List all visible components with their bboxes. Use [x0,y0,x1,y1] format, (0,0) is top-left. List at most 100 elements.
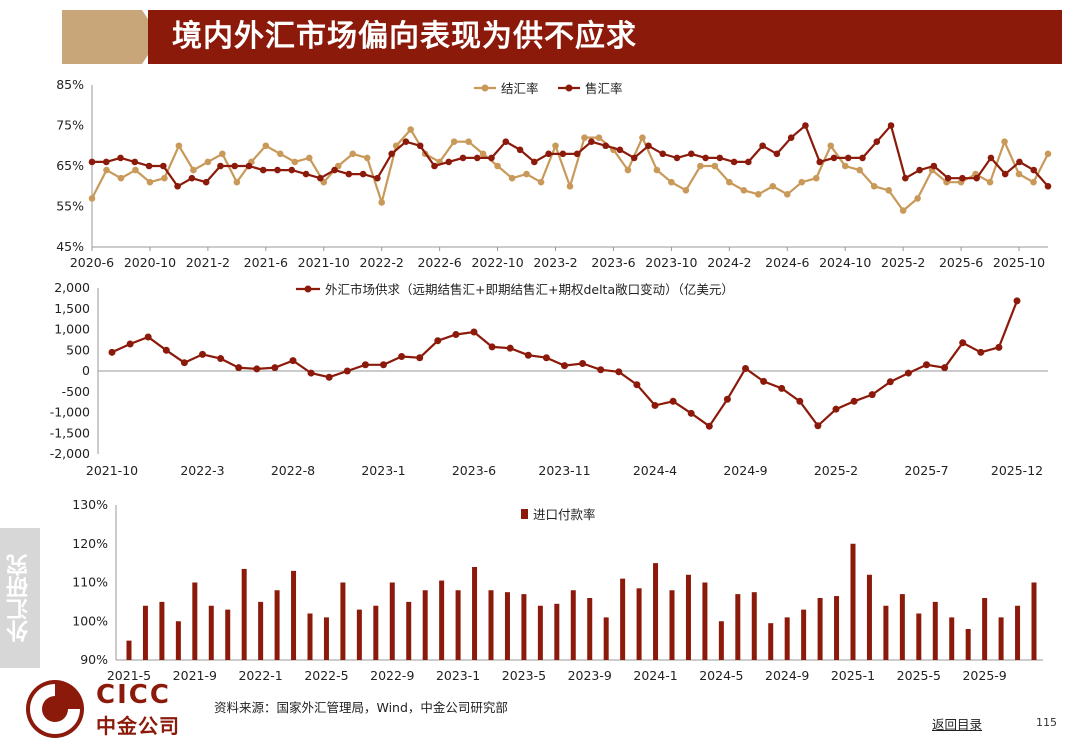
data-point [787,134,795,141]
data-point [616,146,624,154]
bar [192,582,198,660]
legend-label: 售汇率 [585,81,623,96]
bar [323,617,329,660]
data-point [542,354,550,362]
bar [208,605,214,660]
data-point [488,343,496,351]
data-point [941,364,949,372]
bar [834,596,840,660]
data-point [812,174,820,182]
data-point [870,182,878,190]
bar [801,609,807,660]
data-point [659,150,667,158]
data-point [716,154,724,162]
y-tick-label: 1,000 [54,322,90,337]
bar [899,594,905,660]
data-point [160,162,167,170]
data-point [204,158,212,166]
data-point [473,154,481,162]
bar [784,617,790,660]
data-point [445,158,453,166]
data-point [916,166,923,174]
data-point [231,162,238,170]
x-tick-label: 2023-10 [645,255,697,270]
bar [126,640,132,660]
x-tick-label: 2022-6 [417,255,461,270]
x-tick-label: 2024-1 [633,668,677,683]
data-point [162,346,170,354]
x-tick-label: 2023-1 [436,668,480,683]
data-point [180,359,188,367]
data-point [516,146,524,154]
y-tick-label: 2,000 [54,280,90,295]
data-point [827,142,835,150]
data-point [126,340,134,348]
data-point [597,366,605,374]
data-point [378,199,385,206]
data-point [645,142,652,150]
page-title: 境内外汇市场偏向表现为供不应求 [172,19,637,54]
data-point [398,352,406,360]
bar [373,605,379,660]
data-point [174,182,181,190]
data-point [798,178,806,186]
data-point [914,195,921,202]
data-point [1044,150,1052,158]
data-point [291,158,299,166]
data-point [959,339,967,347]
data-point [552,142,559,150]
data-point [274,166,281,174]
source-note: 资料来源：国家外汇管理局，Wind，中金公司研究部 [214,700,508,715]
data-point [653,166,661,174]
x-tick-label: 2020-10 [124,255,176,270]
data-point [465,138,472,145]
data-point [902,174,909,182]
data-point [117,154,124,162]
data-point [745,158,752,166]
data-point [944,174,952,182]
data-point [816,158,824,166]
bar [817,598,823,660]
back-to-contents-link[interactable]: 返回目录 [932,717,983,732]
x-tick-label: 2025-5 [897,668,941,683]
data-point [668,178,675,186]
x-tick-label: 2024-9 [723,463,767,478]
bar [850,543,856,660]
data-point [289,357,297,365]
bar [570,590,576,660]
bar [307,613,313,660]
legend-label: 外汇市场供求（远期结售汇+即期结售汇+期权delta敞口变动）（亿美元） [325,282,734,297]
data-point [302,170,310,178]
data-point [288,166,296,174]
data-point [388,150,395,158]
data-point [1013,297,1021,305]
x-tick-label: 2024-5 [699,668,743,683]
side-tab [0,528,40,668]
legend-marker [565,84,573,92]
data-point [868,391,876,399]
data-point [886,378,894,386]
data-point [651,401,659,409]
data-point [506,344,514,352]
data-point [316,174,324,182]
data-point [217,355,225,363]
bar [422,590,428,660]
data-point [697,162,704,170]
y-tick-label: -1,500 [50,425,90,440]
y-tick-label: -1,000 [50,405,90,420]
y-tick-label: -500 [62,384,90,399]
data-point [730,158,738,166]
bar [866,574,872,660]
data-point [673,154,681,162]
data-point [977,348,985,356]
data-point [859,154,866,162]
data-point [995,343,1003,351]
data-point [778,384,786,392]
data-point [930,162,938,170]
x-tick-label: 2025-2 [881,255,925,270]
data-point [742,365,749,373]
data-point [470,328,478,336]
legend-label: 进口付款率 [533,507,596,522]
data-point [633,381,641,389]
bar [389,582,395,660]
